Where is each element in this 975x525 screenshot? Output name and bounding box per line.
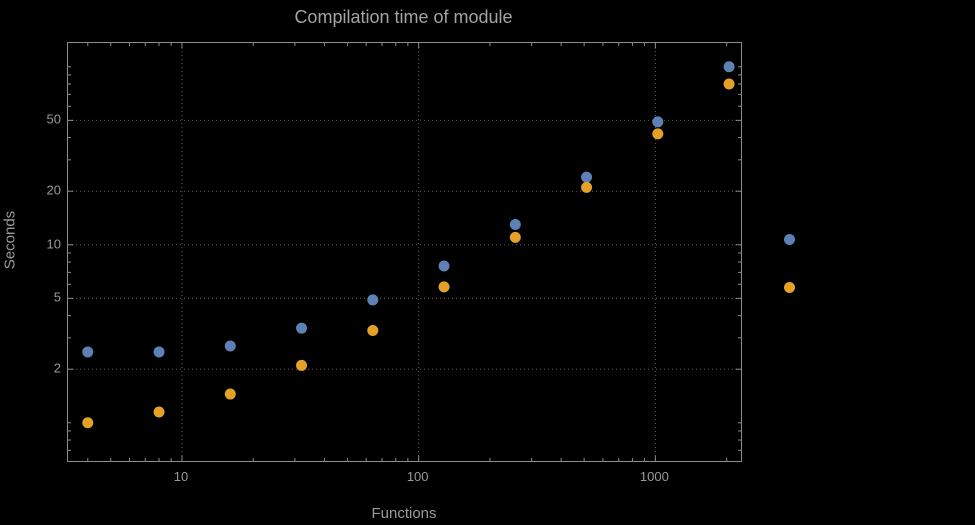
data-point-series-2-orange bbox=[652, 128, 664, 140]
data-point-series-2-orange bbox=[723, 78, 735, 90]
data-point-series-1-blue bbox=[82, 346, 94, 358]
x-tick-label: 10 bbox=[173, 469, 189, 484]
y-tick-label: 5 bbox=[53, 289, 61, 305]
x-axis-label: Functions bbox=[371, 505, 437, 522]
data-point-series-1-blue bbox=[153, 346, 165, 358]
data-point-series-1-blue bbox=[296, 322, 308, 334]
data-point-series-1-blue bbox=[438, 260, 450, 272]
x-tick-label: 100 bbox=[406, 469, 429, 484]
data-point-series-1-blue bbox=[509, 218, 521, 230]
data-point-series-1-blue bbox=[652, 116, 664, 128]
data-point-series-1-blue bbox=[723, 61, 735, 73]
data-point-series-1-blue bbox=[224, 340, 236, 352]
data-point-series-2-orange bbox=[367, 324, 379, 336]
data-point-series-2-orange bbox=[82, 417, 94, 429]
y-tick-label: 50 bbox=[46, 111, 61, 127]
plot-canvas bbox=[68, 43, 741, 461]
data-point-series-2-orange bbox=[581, 181, 593, 193]
x-tick-label: 1000 bbox=[639, 469, 669, 484]
data-point-series-2-orange bbox=[224, 388, 236, 400]
data-point-series-2-orange bbox=[296, 359, 308, 371]
y-axis-label: Seconds bbox=[1, 210, 19, 270]
data-point-series-2-orange bbox=[438, 281, 450, 293]
y-tick-label: 2 bbox=[53, 360, 61, 376]
chart-title: Compilation time of module bbox=[294, 7, 513, 27]
legend-marker-series-1 bbox=[784, 234, 795, 245]
data-point-series-2-orange bbox=[509, 231, 521, 243]
data-point-series-2-orange bbox=[153, 406, 165, 418]
plot-area bbox=[67, 42, 742, 462]
data-point-series-1-blue bbox=[367, 294, 379, 306]
data-point-series-1-blue bbox=[581, 171, 593, 183]
y-tick-label: 20 bbox=[46, 182, 61, 198]
y-tick-label: 10 bbox=[46, 236, 61, 252]
legend-marker-series-2 bbox=[784, 282, 795, 293]
